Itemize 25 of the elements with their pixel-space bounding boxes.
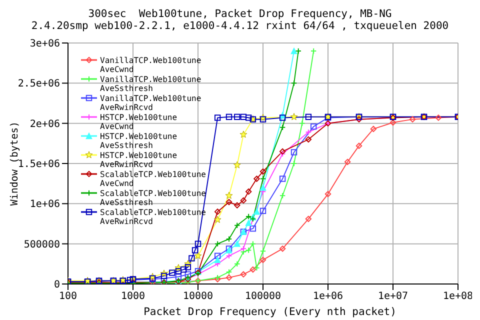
legend-label: VanillaTCP.Web100tune AveCwnd xyxy=(100,56,202,74)
legend-label: VanillaTCP.Web100tune AveRwinRcvd xyxy=(100,94,202,112)
y-tick-label: 500000 xyxy=(24,239,60,250)
x-tick-label: 1e+06 xyxy=(312,291,344,302)
x-tick-label: 1e+07 xyxy=(378,291,408,302)
chart-title: 300sec Web100tune, Packet Drop Frequency, MB-NG xyxy=(87,8,393,20)
legend-label: HSTCP.Web100tune AveCwnd xyxy=(100,113,178,131)
legend-label: VanillaTCP.Web100tune AveSsthresh xyxy=(100,75,202,93)
x-tick-label: 10000 xyxy=(182,291,214,302)
x-tick-label: 100 xyxy=(58,291,78,302)
y-tick-label: 2.5e+06 xyxy=(18,78,60,90)
y-tick-label: 0 xyxy=(54,280,60,291)
x-tick-label: 100000 xyxy=(244,291,282,302)
legend-label: HSTCP.Web100tune AveRwinRcvd xyxy=(100,151,178,169)
y-tick-label: 3e+06 xyxy=(30,38,60,50)
chart-subtitle: 2.4.20smp web100-2.2.1, e1000-4.4.12 rxint 64/64 , txqueuelen 2000 xyxy=(30,20,450,32)
y-axis-title: Window (bytes) xyxy=(10,120,20,206)
x-tick-label: 1000 xyxy=(120,291,146,302)
x-axis-title: Packet Drop Frequency (Every nth packet) xyxy=(142,306,398,318)
legend-label: ScalableTCP.Web100tune AveCwnd xyxy=(100,170,207,188)
legend-label: HSTCP.Web100tune AveSsthresh xyxy=(100,132,178,150)
y-tick-label: 2e+06 xyxy=(30,118,60,130)
legend-label: ScalableTCP.Web100tune AveSsthresh xyxy=(100,189,207,207)
y-tick-label: 1.5e+06 xyxy=(18,159,60,170)
y-tick-label: 1e+06 xyxy=(30,199,60,210)
